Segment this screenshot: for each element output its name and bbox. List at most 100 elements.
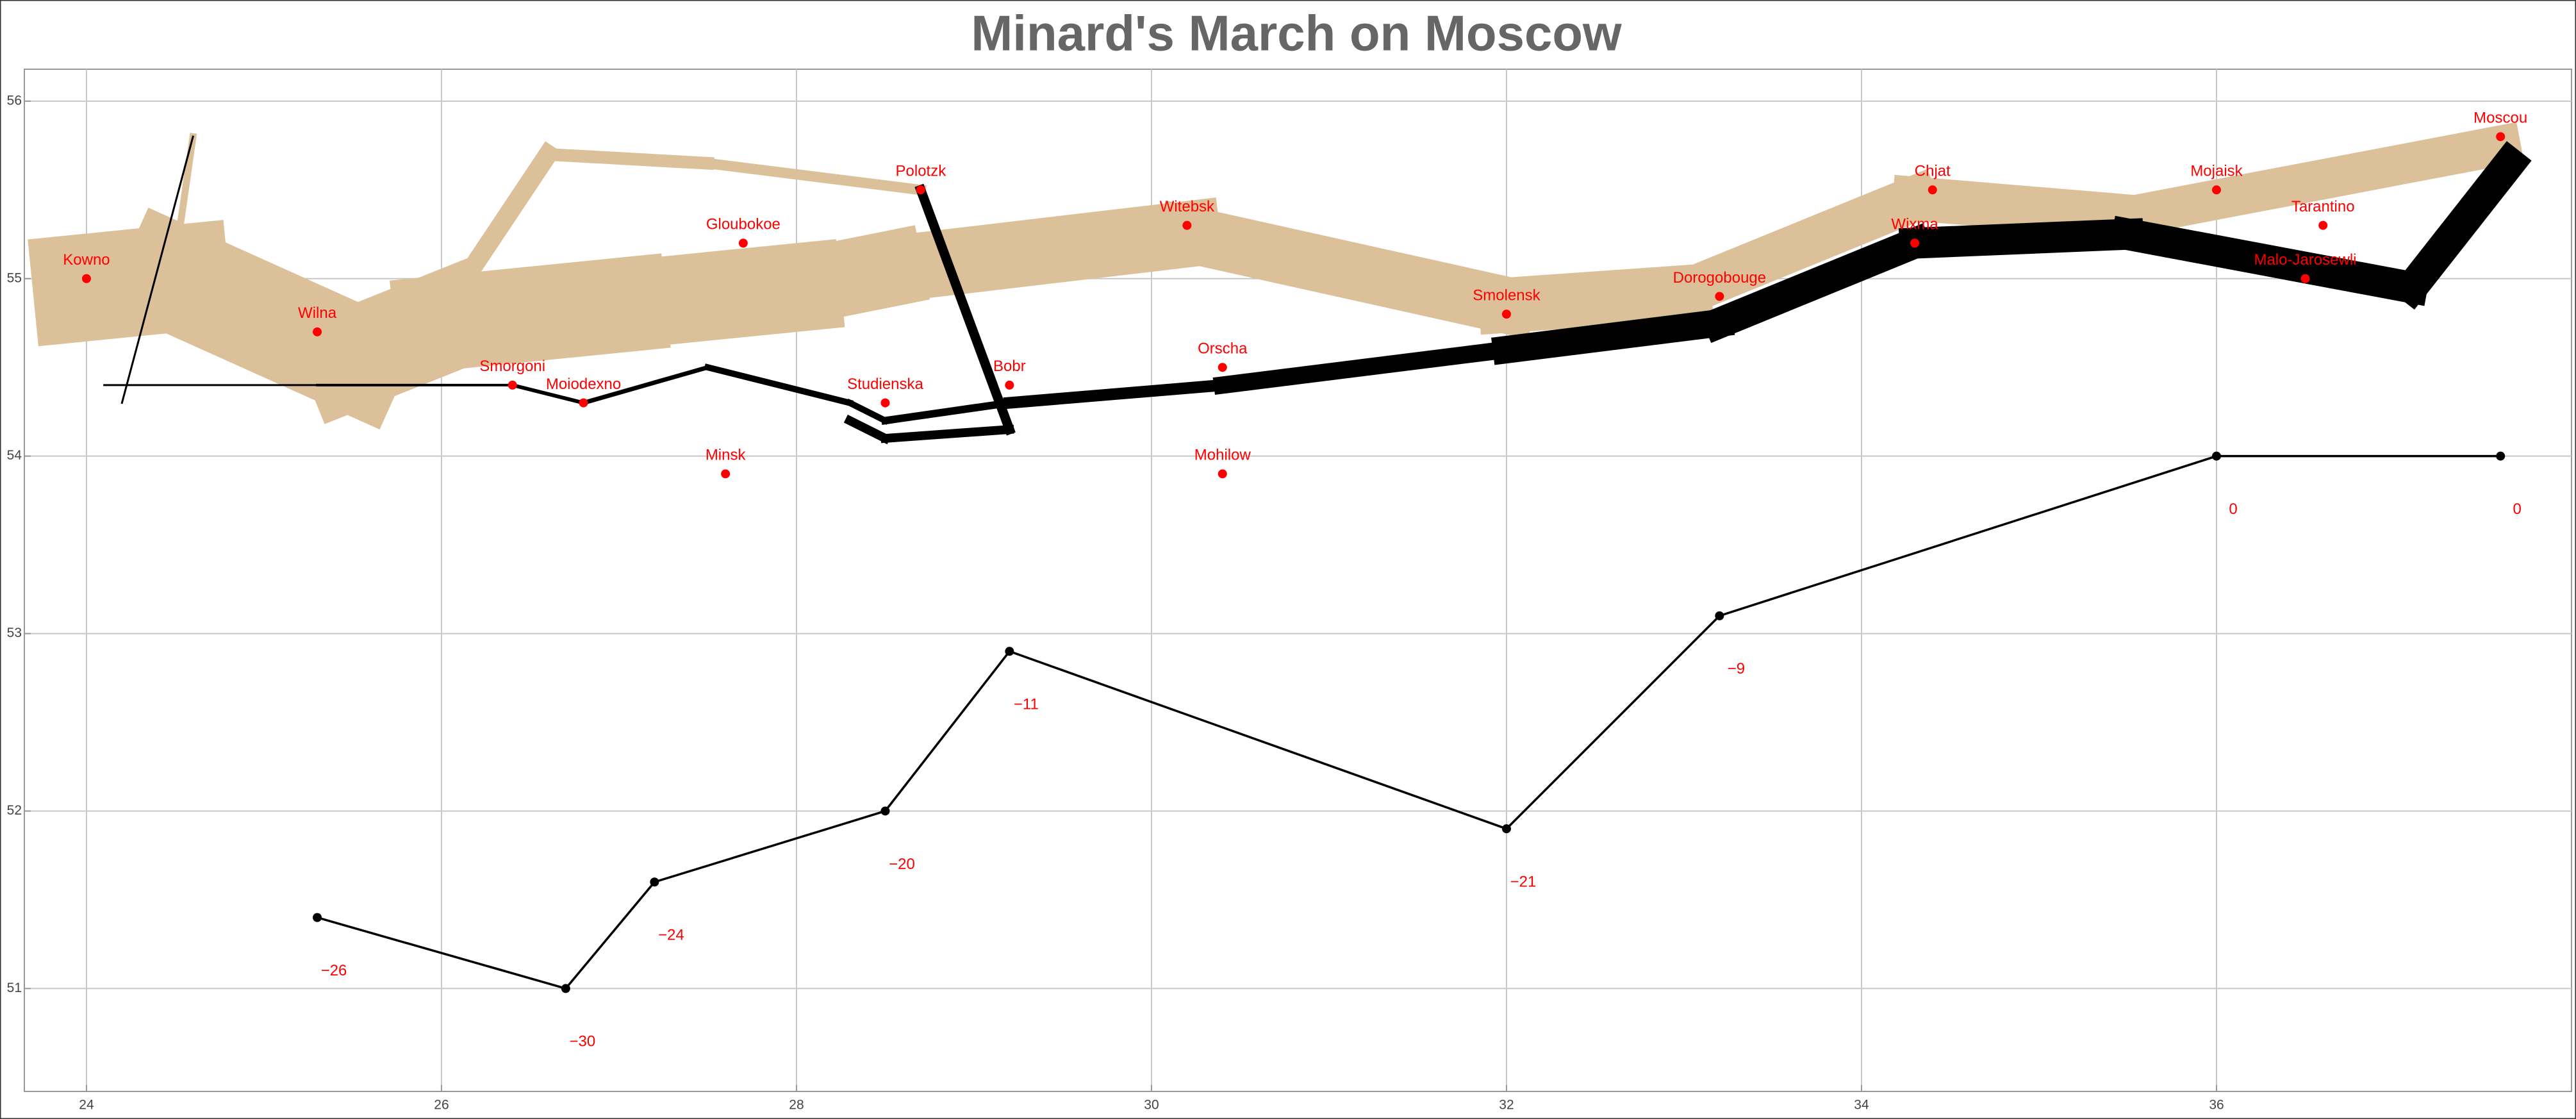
army-segment xyxy=(1003,379,1229,410)
y-tick-label: 54 xyxy=(7,448,22,463)
army-segment xyxy=(704,363,854,407)
army-segment xyxy=(2104,122,2524,240)
city-label: Mohilow xyxy=(1194,447,1251,464)
city-point xyxy=(81,274,91,283)
city-label: Kowno xyxy=(63,251,110,269)
temperature-label: 0 xyxy=(2513,501,2522,518)
temperature-point xyxy=(1715,611,1724,620)
army-segment xyxy=(880,398,1014,425)
y-tick-label: 53 xyxy=(7,626,22,640)
city-point xyxy=(1218,363,1227,372)
city-point xyxy=(2496,132,2506,142)
city-label: Orscha xyxy=(1198,340,1248,358)
x-tick-label: 34 xyxy=(1854,1098,1869,1113)
army-segment xyxy=(120,135,194,404)
army-segment xyxy=(1491,308,1735,365)
city-label: Moscou xyxy=(2473,110,2527,127)
city-label: Smolensk xyxy=(1473,286,1540,304)
city-point xyxy=(1182,220,1192,230)
y-tick-label: 52 xyxy=(7,803,22,818)
city-point xyxy=(313,327,322,336)
city-label: Tarantino xyxy=(2291,198,2355,215)
x-tick-label: 30 xyxy=(1144,1098,1159,1113)
army-segment xyxy=(1153,200,1540,340)
city-point xyxy=(508,380,517,390)
temperature-point xyxy=(2496,451,2506,461)
plot-area xyxy=(24,69,2572,1092)
city-point xyxy=(1218,469,1227,479)
chart-title: Minard's March on Moscow xyxy=(971,5,1622,62)
x-tick-label: 28 xyxy=(789,1098,804,1113)
army-segment xyxy=(428,141,561,327)
city-label: Chjat xyxy=(1915,163,1951,180)
x-tick-label: 32 xyxy=(1499,1098,1514,1113)
city-label: Bobr xyxy=(993,358,1026,375)
temperature-label: −26 xyxy=(321,962,347,979)
army-segment xyxy=(541,147,714,170)
temperature-label: −11 xyxy=(1014,696,1039,713)
city-point xyxy=(738,238,748,248)
temperature-point xyxy=(1501,824,1511,834)
city-point xyxy=(579,398,588,408)
temperature-point xyxy=(1005,647,1014,656)
city-point xyxy=(880,398,890,408)
city-point xyxy=(916,185,925,195)
temperature-point xyxy=(561,984,570,993)
city-point xyxy=(2211,185,2221,195)
temperature-label: 0 xyxy=(2229,501,2237,518)
temperature-label: −9 xyxy=(1728,660,1745,677)
city-point xyxy=(1715,292,1724,301)
y-tick-label: 56 xyxy=(7,93,22,108)
army-segment xyxy=(914,183,1016,436)
temperature-point xyxy=(313,913,322,922)
temperature-label: −20 xyxy=(889,856,915,873)
city-label: Witebsk xyxy=(1160,198,1215,215)
city-point xyxy=(2300,274,2310,283)
city-label: Mojaisk xyxy=(2190,163,2243,180)
city-label: Minsk xyxy=(706,447,747,464)
army-segment xyxy=(702,157,927,196)
x-tick-label: 36 xyxy=(2209,1098,2224,1113)
army-segment xyxy=(1699,223,1935,344)
city-point xyxy=(1928,185,1937,195)
city-point xyxy=(721,469,731,479)
city-label: Polotzk xyxy=(896,163,947,180)
army-segment xyxy=(171,133,197,265)
city-label: Malo-Jarosewli xyxy=(2254,251,2356,269)
army-segment xyxy=(1898,218,2144,260)
city-label: Wixma xyxy=(1891,216,1938,233)
army-segment xyxy=(843,415,891,445)
army-segment xyxy=(510,383,586,406)
city-point xyxy=(1005,380,1014,390)
city-label: Wilna xyxy=(298,304,337,322)
army-segment xyxy=(1212,340,1517,395)
city-point xyxy=(1501,310,1511,319)
city-label: Gloubokoe xyxy=(706,216,780,233)
x-tick-label: 24 xyxy=(79,1098,94,1113)
x-tick-label: 26 xyxy=(434,1098,449,1113)
city-label: Moiodexno xyxy=(546,376,621,393)
city-point xyxy=(1910,238,1920,248)
y-tick-label: 55 xyxy=(7,270,22,285)
temperature-label: −21 xyxy=(1510,874,1537,891)
army-segment xyxy=(2390,141,2532,310)
temperature-point xyxy=(650,877,659,887)
temperature-label: −30 xyxy=(570,1033,596,1050)
army-segment xyxy=(1890,174,2152,241)
y-tick-label: 51 xyxy=(7,981,22,995)
army-segment xyxy=(848,197,1224,307)
city-label: Dorogobouge xyxy=(1673,269,1766,286)
army-segment xyxy=(845,398,890,425)
city-point xyxy=(2318,220,2328,230)
temperature-point xyxy=(2211,451,2221,461)
army-segment xyxy=(1476,263,1713,335)
army-segment xyxy=(2109,215,2431,306)
city-label: Studienska xyxy=(847,376,923,393)
city-label: Smorgoni xyxy=(479,358,545,375)
army-segment xyxy=(1654,169,1945,323)
temperature-label: −24 xyxy=(658,927,684,944)
temperature-point xyxy=(880,806,890,816)
army-segment xyxy=(581,364,711,406)
